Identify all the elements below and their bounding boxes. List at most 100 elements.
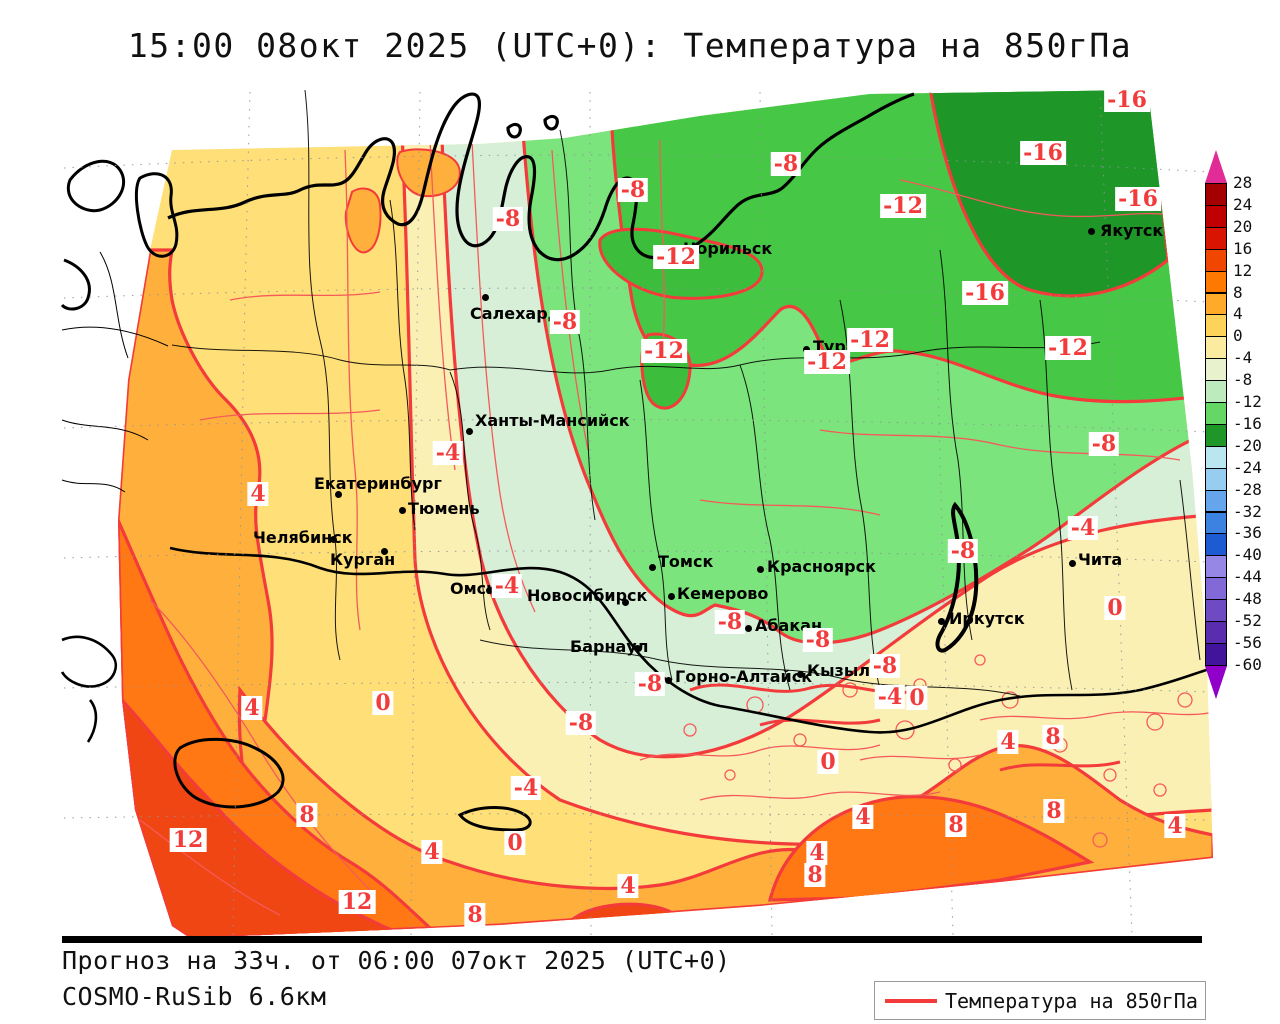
contour-value-label: -12 [641, 339, 687, 363]
contour-value-label: -12 [804, 350, 850, 374]
contour-value-label: -8 [947, 539, 979, 563]
contour-value-label: 4 [241, 696, 263, 720]
legend-label: Температура на 850гПа [945, 988, 1198, 1013]
contour-value-label: 8 [1042, 725, 1064, 749]
colorbar-label: 8 [1233, 282, 1243, 302]
colorbar-label: -8 [1233, 370, 1253, 390]
city-dot [482, 294, 489, 301]
city-label: Тюмень [408, 499, 480, 518]
contour-value-label: -8 [634, 672, 666, 696]
contour-value-label: -4 [491, 574, 523, 598]
colorbar-cell [1205, 402, 1227, 425]
colorbar-label: -36 [1233, 523, 1262, 543]
city-label: Горно-Алтайск [675, 667, 813, 686]
model-info-line: COSMO-RuSib 6.6км [62, 982, 327, 1011]
colorbar-over-arrow [1205, 150, 1227, 183]
contour-value-label: 4 [1164, 814, 1186, 838]
colorbar-label: 12 [1233, 260, 1253, 280]
contour-value-label: -8 [549, 310, 581, 334]
contour-value-label: -8 [492, 207, 524, 231]
contour-value-label: 4 [852, 805, 874, 829]
colorbar-label: -20 [1233, 435, 1262, 455]
city-dot [335, 491, 342, 498]
city-label: Салехард [470, 304, 561, 323]
contour-value-label: -8 [714, 610, 746, 634]
colorbar: 28 24 20 16 12 8 4 0 -4 -8 -12 -16 -20 -24 -28 -32 -36 -4… [1205, 150, 1275, 730]
colorbar-cell [1205, 599, 1227, 622]
colorbar-label: -44 [1233, 567, 1262, 587]
city-dot [649, 564, 656, 571]
colorbar-label: 16 [1233, 238, 1253, 258]
colorbar-cell [1205, 555, 1227, 579]
colorbar-cell [1205, 621, 1227, 644]
contour-value-label: -12 [653, 245, 699, 269]
colorbar-cell [1205, 445, 1227, 469]
city-dot [634, 645, 641, 652]
city-dot [330, 536, 337, 543]
city-label: Омск [450, 579, 498, 598]
contour-value-label: 0 [504, 831, 526, 855]
city-label: Чита [1078, 550, 1123, 569]
contour-value-label: -4 [1067, 516, 1099, 540]
colorbar-label: -12 [1233, 392, 1262, 411]
city-label: Курган [330, 550, 396, 569]
city-dot [399, 507, 406, 514]
contour-value-label: 4 [617, 874, 639, 898]
colorbar-label: -52 [1233, 611, 1262, 630]
contour-value-label: 4 [421, 840, 443, 864]
city-label: Кемерово [677, 584, 769, 603]
city-dot [622, 599, 629, 606]
contour-value-label: 4 [247, 482, 269, 506]
colorbar-cell [1205, 204, 1227, 228]
contour-value-label: 0 [817, 750, 839, 774]
contour-value-label: -8 [1088, 432, 1120, 456]
colorbar-label: -4 [1233, 348, 1253, 368]
colorbar-label: -56 [1233, 632, 1262, 652]
colorbar-label: 24 [1233, 194, 1253, 214]
city-label: Новосибирск [527, 586, 648, 605]
city-dot [1069, 560, 1076, 567]
contour-value-label: 8 [804, 863, 826, 887]
graticule [63, 89, 1211, 937]
city-dot [757, 566, 764, 573]
contour-value-label: -16 [1020, 141, 1066, 165]
forecast-info-line: Прогноз на 33ч. от 06:00 07окт 2025 (UTC… [62, 946, 731, 975]
contour-value-label: -8 [565, 711, 597, 735]
legend-line-sample [885, 998, 937, 1003]
contour-value-label: -8 [869, 654, 901, 678]
colorbar-under-arrow [1205, 665, 1227, 699]
colorbar-cell [1205, 577, 1227, 601]
contour-value-label: -12 [847, 328, 893, 352]
temperature-fill-layer [118, 90, 1213, 938]
contour-value-label: -16 [962, 281, 1008, 305]
city-dot [466, 428, 473, 435]
city-label: Челябинск [253, 528, 353, 547]
legend-box: Температура на 850гПа [874, 981, 1206, 1020]
colorbar-label: 28 [1233, 173, 1253, 192]
contour-value-label: -12 [880, 194, 926, 218]
colorbar-label: -60 [1233, 654, 1262, 674]
contour-value-label: -4 [432, 441, 464, 465]
colorbar-label: -16 [1233, 413, 1262, 433]
colorbar-label: -40 [1233, 545, 1262, 565]
colorbar-label: -48 [1233, 589, 1262, 609]
colorbar-cell [1205, 226, 1227, 250]
city-dot [938, 618, 945, 625]
contour-value-label: -8 [617, 178, 649, 202]
city-label: Норильск [683, 239, 773, 258]
contour-value-label: 8 [945, 813, 967, 837]
colorbar-cell [1205, 248, 1227, 272]
contour-value-label: -16 [1115, 187, 1161, 211]
city-label: Томск [658, 552, 714, 571]
colorbar-label: -32 [1233, 501, 1262, 521]
colorbar-cell [1205, 270, 1227, 294]
colorbar-label: 0 [1233, 326, 1243, 346]
city-label: Барнаул [570, 637, 649, 656]
city-dot [486, 587, 493, 594]
colorbar-label: 20 [1233, 216, 1253, 236]
contour-value-label: -12 [1045, 336, 1091, 360]
city-dot [381, 548, 388, 555]
contour-value-label: 4 [997, 730, 1019, 754]
